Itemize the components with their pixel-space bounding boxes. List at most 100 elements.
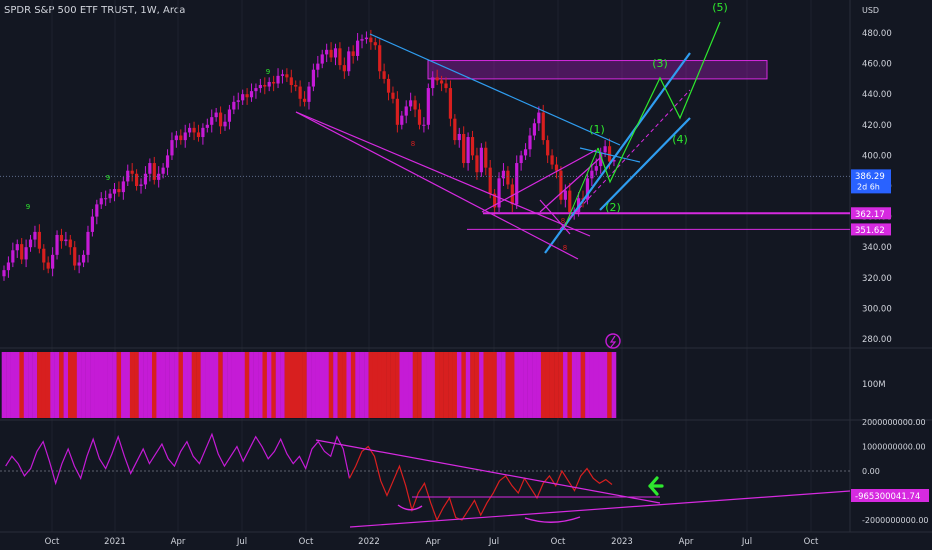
volume-bar [240, 352, 245, 418]
volume-bar [271, 352, 276, 418]
volume-bar [554, 352, 559, 418]
candle-body [506, 170, 510, 185]
volume-bar [6, 352, 11, 418]
volume-bar [328, 352, 334, 418]
volume-bar [527, 352, 533, 418]
volume-bar [182, 352, 188, 418]
candle-body [205, 124, 209, 128]
resistance-zone [427, 60, 768, 80]
volume-bar [602, 352, 608, 418]
volume-bar [200, 352, 206, 418]
volume-bar [372, 352, 378, 418]
chart-title: SPDR S&P 500 ETF TRUST, 1W, Arca [4, 5, 186, 16]
candle-body [585, 178, 590, 200]
candle-body [333, 48, 338, 58]
candle-body [391, 92, 395, 99]
volume-bar [169, 352, 175, 418]
volume-bar [191, 352, 197, 418]
last-price-box [851, 169, 891, 194]
volume-bar [187, 352, 192, 418]
volume-axis-label: 100M [862, 380, 886, 390]
volume-bar [342, 352, 347, 418]
channel-upper-line [544, 52, 691, 254]
count-marker: 9 [26, 203, 30, 211]
volume-bar [156, 352, 161, 418]
count-marker: 9 [266, 68, 270, 76]
candle-body [417, 109, 422, 125]
volume-bar [492, 352, 497, 418]
magenta-trend-3 [481, 149, 597, 213]
count-marker: 9 [106, 174, 110, 182]
volume-bar [346, 352, 352, 418]
candle-body [554, 164, 559, 171]
volume-bar [76, 352, 82, 418]
time-tick-label: Apr [679, 537, 694, 547]
candle-body [316, 63, 320, 70]
candle-body [347, 51, 351, 72]
volume-bar [125, 352, 131, 418]
candle-body [183, 132, 187, 141]
candle-body [590, 170, 594, 179]
candle-body [541, 112, 545, 141]
short-blue-line [579, 147, 641, 163]
time-tick-label: Jul [488, 537, 499, 547]
magenta-trend-1 [295, 111, 591, 237]
volume-bar [32, 352, 38, 418]
candle-body [241, 94, 245, 101]
candle-body [378, 45, 382, 72]
candle-body [24, 247, 28, 260]
volume-bar [395, 352, 400, 418]
price-axis-unit: USD [862, 6, 879, 15]
price-tick-label: 420.00 [862, 121, 892, 131]
volume-bar [174, 352, 179, 418]
level-price-box [851, 207, 891, 220]
price-tick-label: 320.00 [862, 274, 892, 284]
elliott-wave-label: (4) [672, 133, 688, 146]
candle-body [174, 135, 178, 141]
volume-bar [567, 352, 573, 418]
volume-bar [443, 352, 449, 418]
volume-bar [218, 352, 223, 418]
volume-bar [518, 352, 524, 418]
volume-bar [585, 352, 590, 418]
volume-bar [496, 352, 502, 418]
downtrend-line [369, 33, 621, 146]
candle-body [364, 37, 369, 40]
oscillator-axis-label: -2000000000.00 [862, 516, 929, 525]
volume-bar [68, 352, 73, 418]
volume-bar [293, 352, 299, 418]
price-tick-label: 460.00 [862, 60, 892, 70]
volume-bar [487, 352, 493, 418]
volume-bar [41, 352, 47, 418]
volume-bar [421, 352, 427, 418]
volume-bar [222, 352, 228, 418]
elliott-wave-label: (5) [712, 1, 728, 14]
volume-bar [306, 352, 312, 418]
candles [2, 29, 616, 281]
volume-bar [448, 352, 453, 418]
volume-bar [377, 352, 382, 418]
candle-body [307, 86, 311, 102]
green-arrow-icon [648, 476, 664, 496]
candle-body [249, 91, 254, 98]
candle-body [386, 78, 391, 93]
volume-bar [501, 352, 506, 418]
magenta-trend-5 [539, 199, 571, 235]
volume-bar [483, 352, 489, 418]
count-marker: 8 [561, 217, 565, 225]
candle-body [139, 184, 143, 186]
candle-body [192, 127, 196, 133]
candle-body [369, 37, 373, 43]
candle-body [510, 184, 514, 205]
volume-bar [147, 352, 153, 418]
volume-bar [571, 352, 577, 418]
candle-body [33, 231, 37, 240]
candle-body [2, 270, 6, 277]
price-tick-label: 440.00 [862, 90, 892, 100]
candle-body [157, 173, 161, 180]
channel-midline [559, 89, 691, 230]
volume-bar [235, 352, 241, 418]
volume-bar [90, 352, 95, 418]
count-marker: 8 [563, 244, 567, 252]
